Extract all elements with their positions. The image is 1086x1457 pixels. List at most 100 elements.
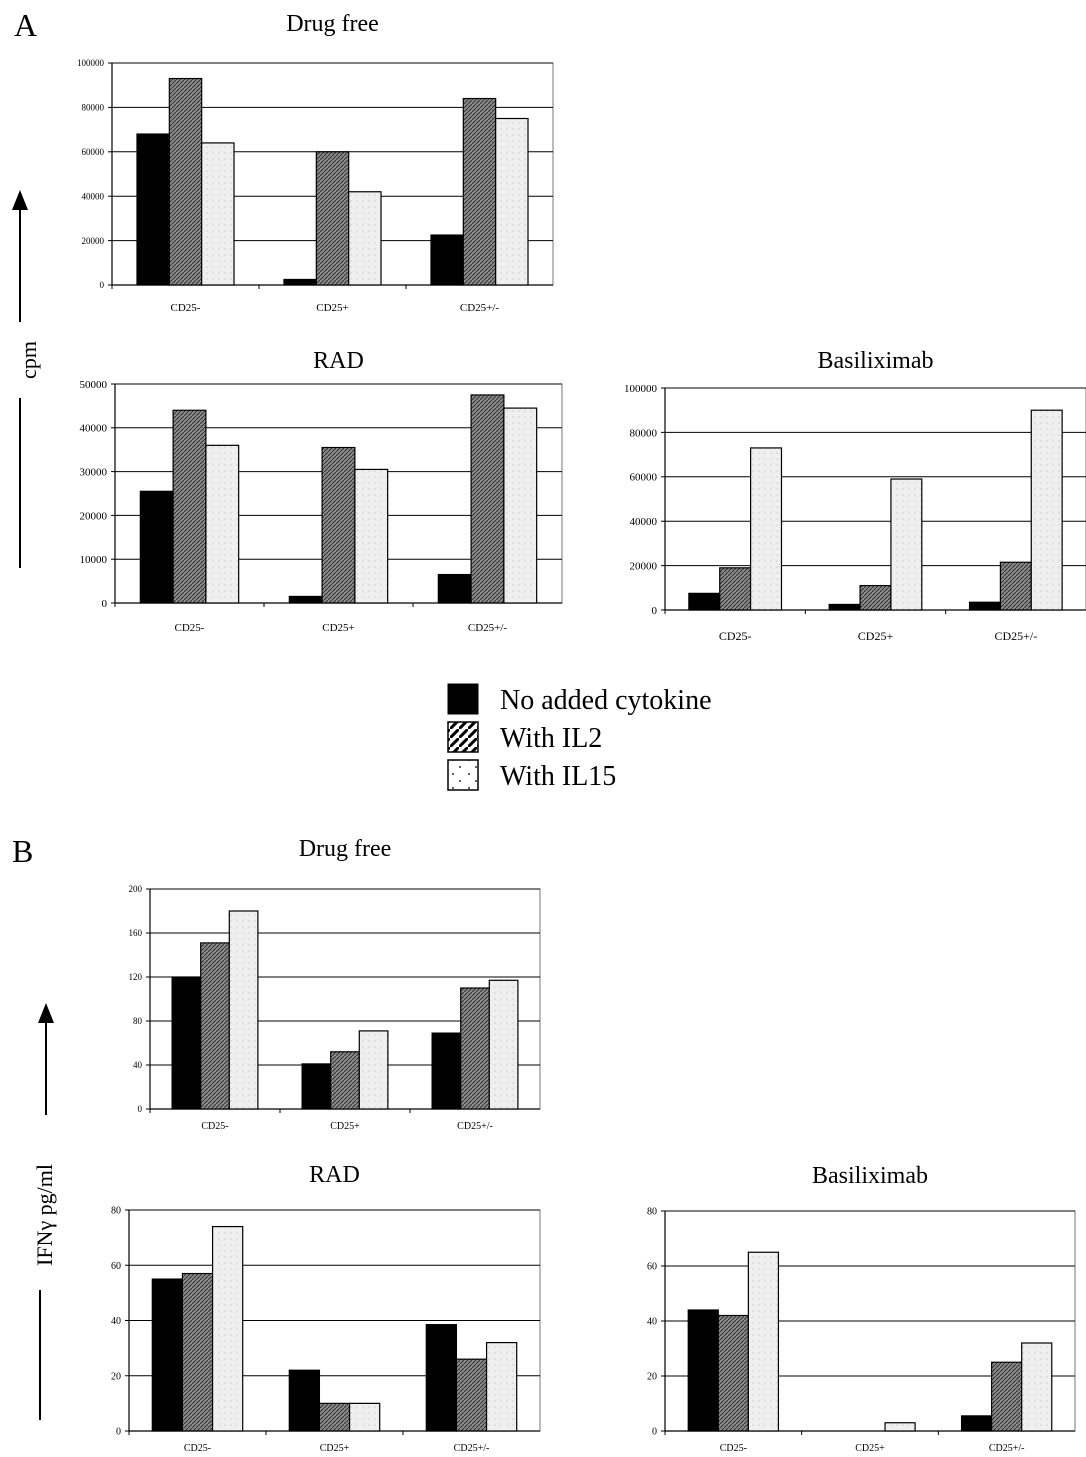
bar-il2 bbox=[470, 394, 505, 604]
y-tick-label: 60 bbox=[647, 1262, 657, 1273]
y-tick-label: 80 bbox=[133, 1016, 143, 1026]
y-tick-label: 40000 bbox=[630, 516, 658, 528]
y-axis-title-b-text: IFNγ pg/ml bbox=[32, 1164, 57, 1266]
bar-il15 bbox=[890, 478, 923, 611]
y-tick-label: 80000 bbox=[630, 427, 658, 439]
x-category-label: CD25+ bbox=[330, 1121, 360, 1132]
bar-no-cytokine bbox=[301, 1063, 332, 1110]
bar-il15 bbox=[495, 117, 529, 286]
y-tick-label: 60000 bbox=[82, 147, 105, 157]
x-category-label: CD25+/- bbox=[457, 1121, 493, 1132]
x-category-label: CD25- bbox=[175, 622, 205, 634]
y-tick-label: 40 bbox=[111, 1316, 121, 1327]
bar-no-cytokine bbox=[288, 595, 323, 604]
bar-il2 bbox=[330, 1051, 360, 1110]
chart-title: Basiliximab bbox=[812, 1163, 928, 1189]
y-tick-label: 30000 bbox=[80, 466, 108, 478]
chart-title: RAD bbox=[313, 348, 364, 374]
y-tick-label: 0 bbox=[102, 598, 108, 610]
bar-il2 bbox=[315, 151, 350, 286]
y-axis-title-a: cpm bbox=[12, 190, 41, 568]
panel-label-a: A bbox=[14, 7, 37, 43]
bar-no-cytokine bbox=[430, 234, 464, 286]
arrow-up-icon bbox=[12, 190, 28, 210]
x-category-label: CD25+/- bbox=[460, 302, 500, 314]
bar-no-cytokine bbox=[688, 592, 721, 611]
bar-il2 bbox=[859, 584, 892, 611]
bar-il15 bbox=[348, 1402, 381, 1432]
bar-no-cytokine bbox=[437, 573, 472, 604]
chart-title: Basiliximab bbox=[818, 348, 934, 374]
bar-il2 bbox=[460, 987, 490, 1110]
bar-il15 bbox=[348, 191, 382, 286]
bar-no-cytokine bbox=[687, 1309, 719, 1432]
x-category-label: CD25- bbox=[171, 302, 201, 314]
x-category-label: CD25+/- bbox=[994, 629, 1037, 643]
bar-no-cytokine bbox=[960, 1415, 993, 1432]
y-tick-label: 40 bbox=[647, 1317, 657, 1328]
chart-1: RAD 0 10000 20000 30000 40000 50000 CD25- CD25+ C… bbox=[80, 348, 563, 634]
bar-il2 bbox=[991, 1361, 1023, 1432]
y-tick-label: 120 bbox=[129, 972, 143, 982]
bar-no-cytokine bbox=[136, 133, 170, 286]
bar-no-cytokine bbox=[171, 976, 202, 1110]
bar-il15 bbox=[488, 979, 519, 1110]
bar-il15 bbox=[211, 1225, 244, 1432]
y-tick-label: 20000 bbox=[82, 236, 105, 246]
chart-2: Basiliximab 0 20000 40000 60000 80000 100000 CD… bbox=[624, 348, 1086, 643]
y-tick-label: 40000 bbox=[80, 423, 108, 435]
bar-il15 bbox=[884, 1422, 916, 1432]
bar-il2 bbox=[318, 1402, 351, 1432]
chart-5: Basiliximab 0 20 40 60 80 CD25- CD25+ CD25+/- bbox=[647, 1163, 1076, 1454]
legend-label-no-cytokine: No added cytokine bbox=[500, 685, 712, 716]
y-tick-label: 100000 bbox=[77, 58, 105, 68]
bar-il15 bbox=[205, 444, 240, 604]
bar-il2 bbox=[455, 1358, 488, 1432]
y-tick-label: 0 bbox=[116, 1427, 121, 1438]
y-tick-label: 10000 bbox=[80, 554, 108, 566]
bar-il15 bbox=[485, 1341, 518, 1432]
chart-4: RAD 0 20 40 60 80 CD25- CD25+ CD25+/- bbox=[111, 1162, 541, 1454]
x-category-label: CD25- bbox=[719, 629, 752, 643]
y-tick-label: 100000 bbox=[624, 383, 658, 395]
bar-il2 bbox=[321, 446, 356, 604]
panel-label-b: B bbox=[12, 833, 33, 869]
y-axis-title-b: IFNγ pg/ml bbox=[32, 1003, 57, 1420]
x-category-label: CD25+ bbox=[322, 622, 354, 634]
y-tick-label: 80000 bbox=[82, 103, 105, 113]
bar-il15 bbox=[228, 910, 259, 1110]
bar-il2 bbox=[719, 567, 752, 611]
chart-title: Drug free bbox=[286, 11, 379, 37]
bar-il15 bbox=[201, 142, 235, 286]
legend-swatch-il15 bbox=[447, 759, 479, 791]
y-axis-title-a-text: cpm bbox=[16, 341, 41, 379]
bar-il15 bbox=[750, 447, 783, 611]
bar-il15 bbox=[1021, 1342, 1053, 1432]
bar-il15 bbox=[747, 1251, 780, 1432]
bar-il2 bbox=[999, 561, 1032, 611]
y-tick-label: 20000 bbox=[80, 510, 108, 522]
x-category-label: CD25+ bbox=[320, 1443, 350, 1454]
bar-no-cytokine bbox=[431, 1032, 462, 1110]
bar-il15 bbox=[354, 468, 389, 604]
chart-3: Drug free 0 40 80 120 160 200 CD25- CD25+ CD25+/- bbox=[129, 836, 541, 1132]
y-tick-label: 20 bbox=[647, 1372, 657, 1383]
y-tick-label: 0 bbox=[100, 280, 105, 290]
y-tick-label: 20 bbox=[111, 1371, 121, 1382]
x-category-label: CD25+ bbox=[855, 1443, 885, 1454]
y-tick-label: 40000 bbox=[82, 191, 105, 201]
x-category-label: CD25- bbox=[201, 1121, 228, 1132]
x-category-label: CD25+ bbox=[316, 302, 348, 314]
y-tick-label: 80 bbox=[111, 1206, 121, 1217]
bar-no-cytokine bbox=[968, 601, 1001, 611]
y-tick-label: 20000 bbox=[630, 560, 658, 572]
y-tick-label: 60000 bbox=[630, 472, 658, 484]
y-tick-label: 200 bbox=[129, 884, 143, 894]
bar-il15 bbox=[358, 1030, 389, 1110]
legend: No added cytokine With IL2 With IL15 bbox=[447, 683, 712, 792]
x-category-label: CD25- bbox=[184, 1443, 211, 1454]
x-category-label: CD25+/- bbox=[468, 622, 508, 634]
y-tick-label: 160 bbox=[129, 928, 143, 938]
chart-title: Drug free bbox=[299, 836, 392, 862]
